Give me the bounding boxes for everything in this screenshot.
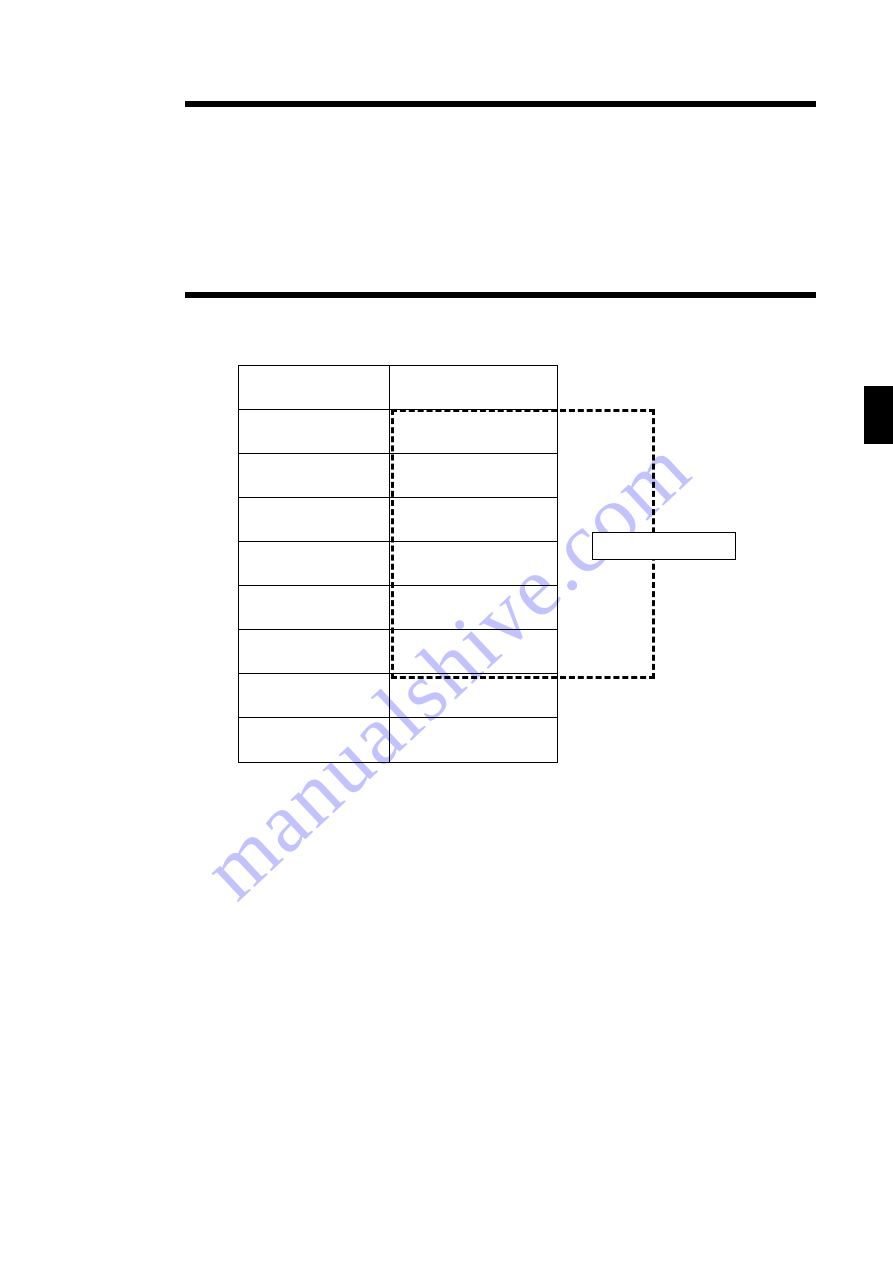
table-left-cell bbox=[239, 586, 390, 630]
table-right-cell bbox=[390, 586, 557, 630]
table-left-cell bbox=[239, 630, 390, 674]
diagram-table bbox=[238, 365, 558, 763]
table-right-cell bbox=[390, 410, 557, 454]
table-right-cell bbox=[390, 674, 557, 718]
table-left-cell bbox=[239, 454, 390, 498]
table-left-cell bbox=[239, 366, 390, 410]
table-left-cell bbox=[239, 674, 390, 718]
table-left-cell bbox=[239, 410, 390, 454]
table-right-cell bbox=[390, 366, 557, 410]
table-right-cell bbox=[390, 630, 557, 674]
callout-box bbox=[592, 532, 736, 560]
horizontal-rule-mid bbox=[185, 292, 816, 298]
table-left-cell bbox=[239, 498, 390, 542]
table-right-cell bbox=[390, 498, 557, 542]
horizontal-rule-top bbox=[185, 101, 816, 107]
table-left-cell bbox=[239, 542, 390, 586]
table-right-cell bbox=[390, 454, 557, 498]
table-left-cell bbox=[239, 718, 390, 762]
page-edge-tab bbox=[864, 386, 893, 444]
table-right-cell bbox=[390, 542, 557, 586]
table-right-cell bbox=[390, 718, 557, 762]
